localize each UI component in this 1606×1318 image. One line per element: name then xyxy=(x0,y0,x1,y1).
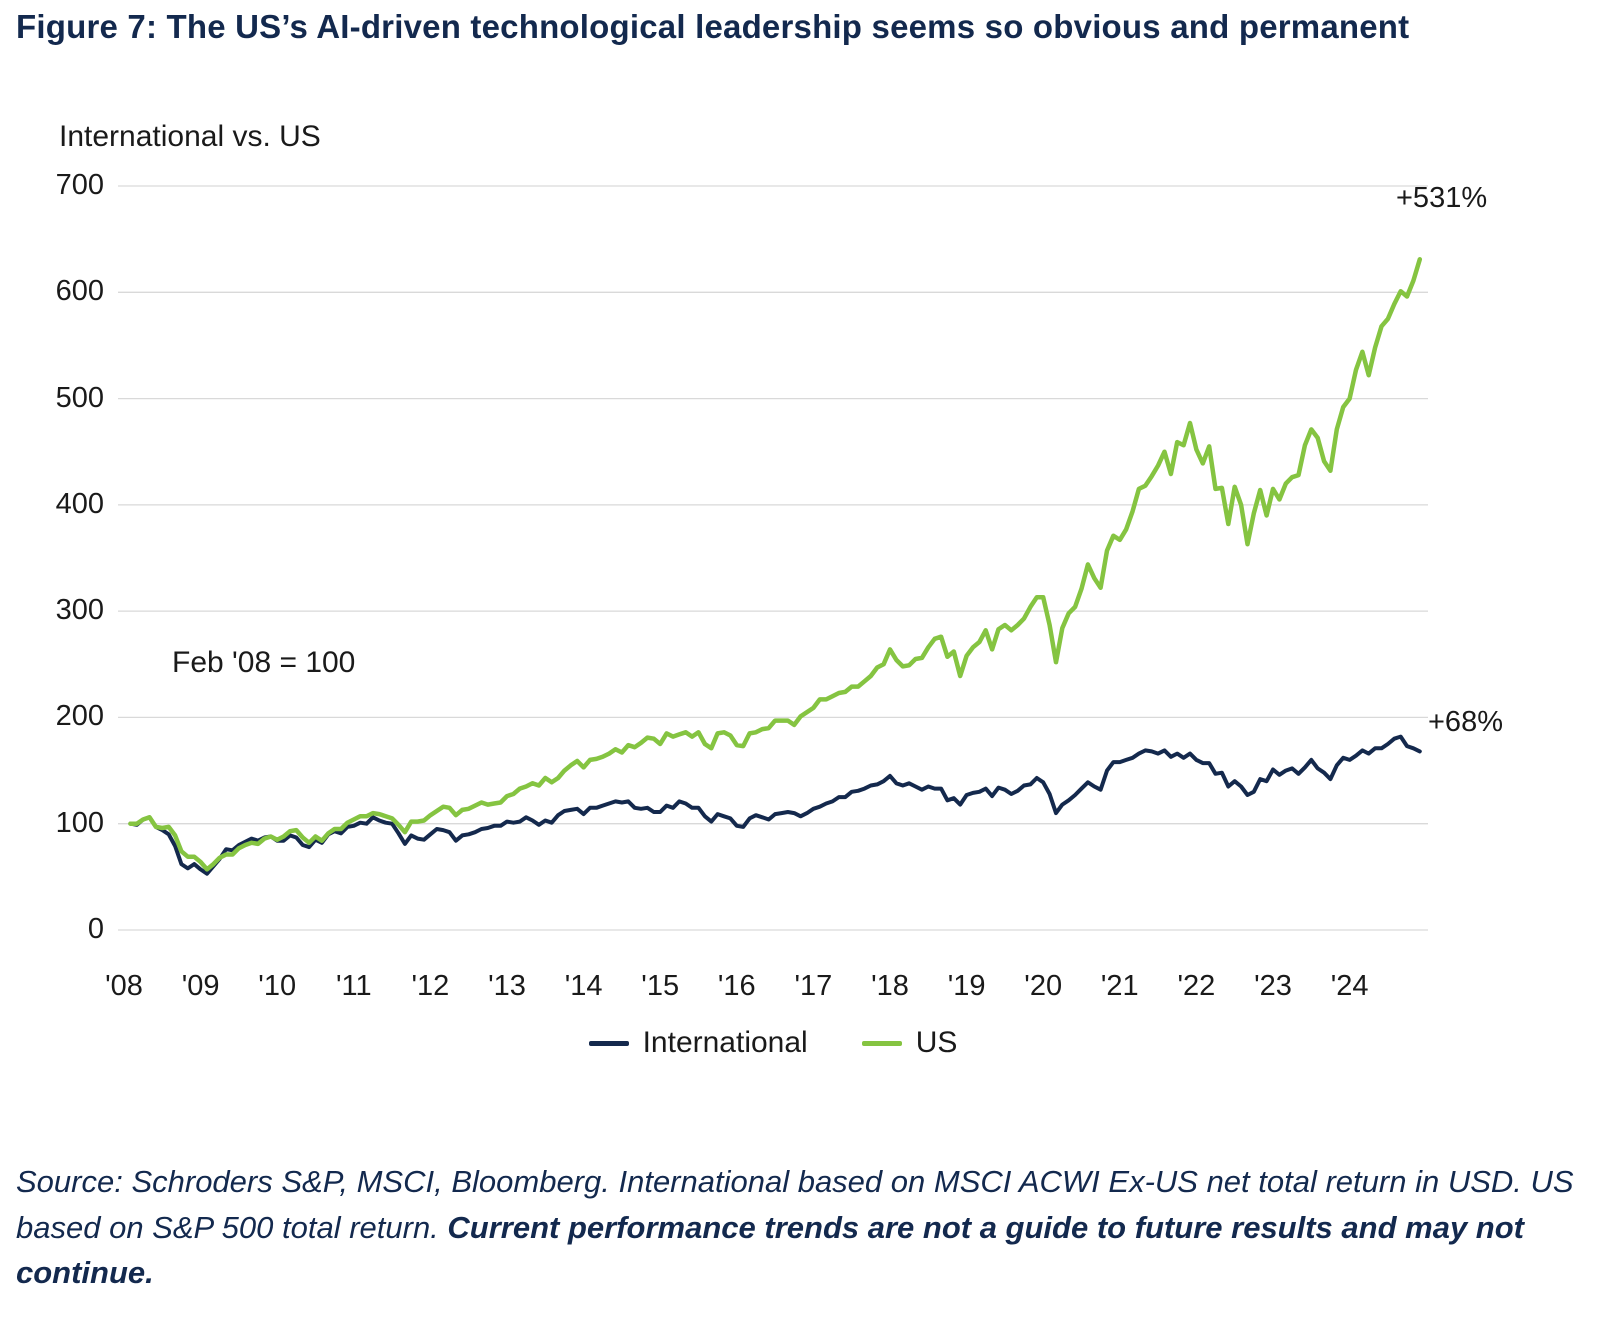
x-tick-label: '12 xyxy=(411,970,450,1002)
international-end-label: +68% xyxy=(1428,706,1503,738)
rebase-note: Feb '08 = 100 xyxy=(172,646,356,679)
y-tick-label: 200 xyxy=(55,700,104,733)
y-tick-label: 300 xyxy=(55,594,104,627)
y-tick-label: 500 xyxy=(55,381,104,414)
y-tick-label: 700 xyxy=(55,169,104,201)
y-tick-label: 600 xyxy=(55,275,104,308)
x-tick-label: '17 xyxy=(794,970,833,1002)
x-tick-label: '13 xyxy=(488,970,526,1002)
x-tick-label: '11 xyxy=(335,970,372,1002)
x-tick-label: '09 xyxy=(181,970,220,1002)
x-tick-label: '18 xyxy=(871,970,909,1002)
legend: International US xyxy=(118,1026,1428,1060)
x-tick-label: '14 xyxy=(564,970,603,1002)
x-tick-label: '16 xyxy=(717,970,756,1002)
international-line-swatch-icon xyxy=(588,1040,629,1046)
x-tick-label: '15 xyxy=(641,970,680,1002)
y-tick-label: 400 xyxy=(55,487,104,520)
figure-title: Figure 7: The US’s AI-driven technologic… xyxy=(16,8,1410,45)
us-line-swatch-icon xyxy=(861,1040,902,1046)
x-tick-label: '10 xyxy=(258,970,297,1002)
x-tick-label: '23 xyxy=(1254,970,1292,1002)
y-axis-title: International vs. US xyxy=(59,120,321,153)
legend-label: International xyxy=(642,1026,808,1059)
x-tick-label: '24 xyxy=(1330,970,1369,1002)
y-tick-label: 0 xyxy=(87,913,104,945)
x-tick-label: '22 xyxy=(1177,970,1216,1002)
source-text-bold: Current performance trends are not a gui… xyxy=(16,1209,1524,1291)
source-text-normal: Source: Schroders S&P, MSCI, Bloomberg. … xyxy=(16,1164,1574,1245)
x-tick-label: '21 xyxy=(1100,970,1139,1002)
y-tick-label: 100 xyxy=(55,806,104,839)
x-tick-label: '19 xyxy=(947,970,986,1002)
us-end-label: +531% xyxy=(1396,182,1488,214)
us-line xyxy=(128,257,1423,872)
x-tick-label: '20 xyxy=(1024,970,1063,1002)
legend-item-us: US xyxy=(861,1026,958,1060)
international-line xyxy=(128,734,1422,876)
legend-item-international: International xyxy=(588,1026,808,1060)
x-tick-label: '08 xyxy=(105,970,143,1002)
source-text: Source: Schroders S&P, MSCI, Bloomberg. … xyxy=(16,1159,1582,1296)
legend-label: US xyxy=(915,1026,958,1059)
